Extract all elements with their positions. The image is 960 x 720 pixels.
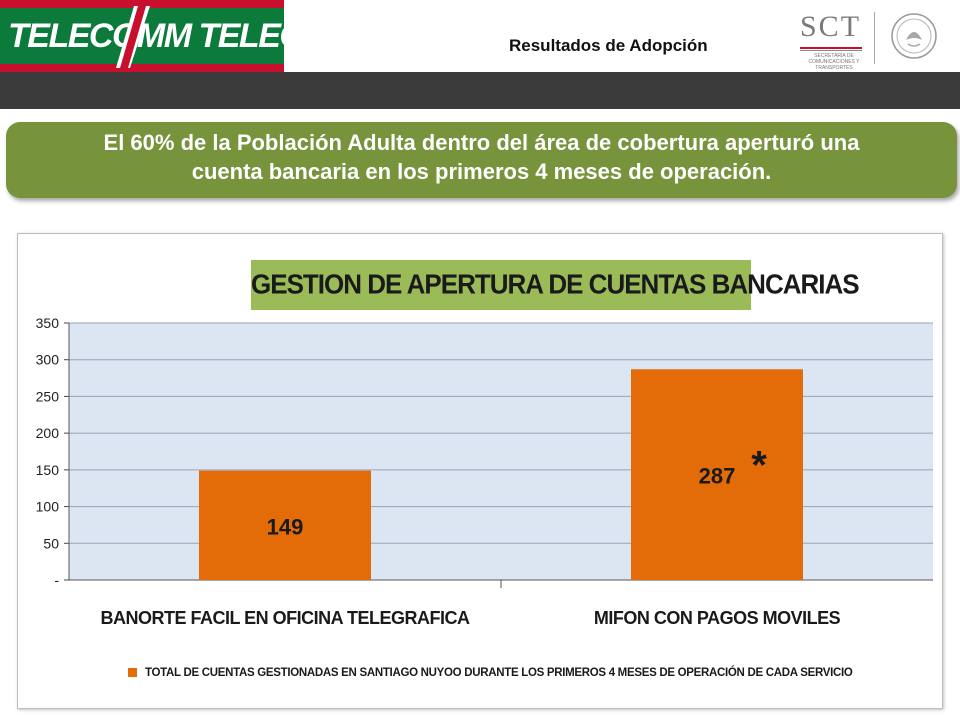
chart-legend: TOTAL DE CUENTAS GESTIONADAS EN SANTIAGO…	[128, 667, 853, 679]
logo-slash-icon	[116, 6, 150, 68]
headline-line-2: cuenta bancaria en los primeros 4 meses …	[191, 159, 772, 184]
y-tick-label: -	[54, 572, 59, 588]
legend-swatch	[128, 668, 137, 678]
bar	[631, 369, 803, 580]
header-band	[0, 72, 960, 109]
national-seal-icon	[891, 13, 937, 59]
header: TELECOMM TELEGRAFOS Resultados de Adopci…	[0, 0, 960, 72]
legend-label: TOTAL DE CUENTAS GESTIONADAS EN SANTIAGO…	[145, 667, 853, 679]
data-label: 149	[267, 514, 304, 539]
telecomm-logo: TELECOMM TELEGRAFOS	[0, 0, 284, 72]
y-tick-label: 50	[43, 535, 59, 551]
category-label: MIFON CON PAGOS MOVILES	[594, 608, 841, 628]
y-tick-label: 300	[36, 352, 60, 368]
y-tick-label: 250	[36, 388, 60, 404]
plot-area	[69, 323, 933, 580]
y-tick-label: 350	[36, 315, 60, 331]
sct-name: SCT	[800, 10, 862, 43]
chart-frame: GESTION DE APERTURA DE CUENTAS BANCARIAS…	[17, 233, 943, 709]
section-title: Resultados de Adopción	[509, 36, 708, 55]
logo-text: TELECOMM TELEGRAFOS	[8, 17, 284, 55]
bar-chart: - 50 100 150 200 250 300 350 149 BANORTE FACIL EN…	[36, 315, 933, 628]
category-label: BANORTE FACIL EN OFICINA TELEGRAFICA	[101, 608, 471, 628]
y-tick-label: 150	[36, 462, 60, 478]
data-label: 287	[699, 464, 736, 489]
sct-logo: SCT SECRETARÍA DE COMUNICACIONES Y TRANS…	[770, 6, 960, 71]
headline-banner: El 60% de la Población Adulta dentro del…	[6, 122, 957, 198]
annotation-asterisk: *	[751, 444, 767, 488]
sct-subtitle: SECRETARÍA DE COMUNICACIONES Y TRANSPORT…	[808, 53, 860, 71]
headline-line-1: El 60% de la Población Adulta dentro del…	[103, 130, 860, 155]
y-tick-label: 200	[36, 425, 60, 441]
headline-text: El 60% de la Población Adulta dentro del…	[6, 128, 957, 186]
bar	[199, 470, 371, 580]
y-tick-label: 100	[36, 499, 60, 515]
